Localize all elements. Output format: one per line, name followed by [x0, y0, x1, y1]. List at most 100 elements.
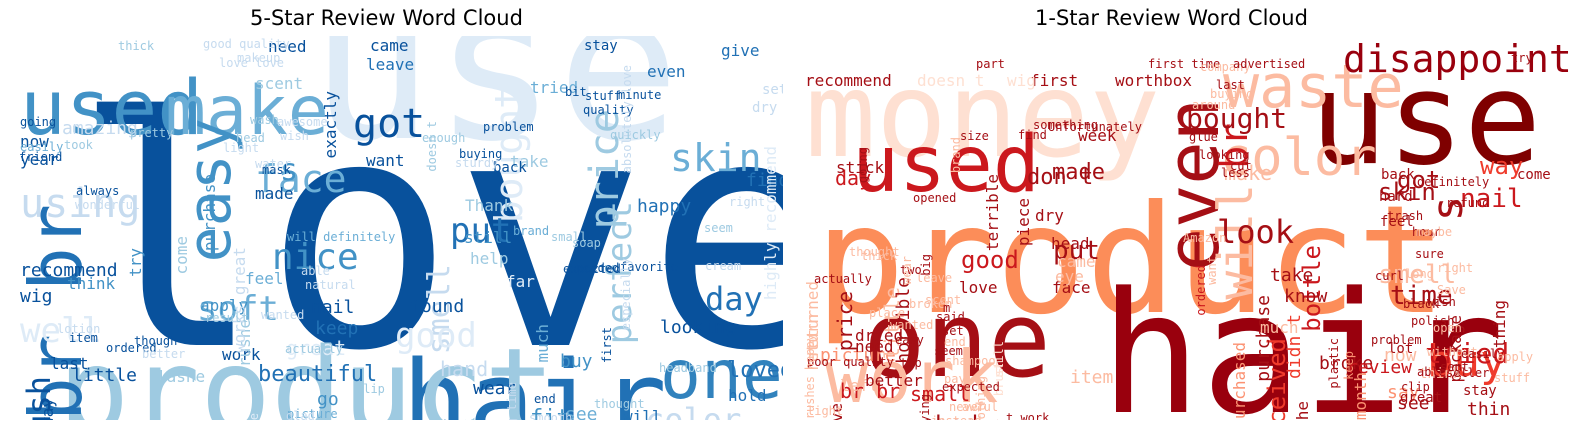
- cloud-word: problem: [483, 120, 534, 134]
- cloud-word: recommend: [805, 71, 892, 90]
- cloud-word: end: [534, 392, 556, 406]
- cloud-word: great: [1400, 390, 1443, 406]
- cloud-word: stay: [1463, 383, 1497, 399]
- cloud-word: especially: [619, 258, 633, 331]
- cloud-word: bought: [1186, 102, 1288, 135]
- cloud-word: got: [1397, 166, 1441, 194]
- cloud-word: much: [533, 324, 552, 363]
- cloud-word: put: [450, 211, 512, 251]
- cloud-word: doesn t: [425, 121, 439, 172]
- cloud-word: without: [1427, 345, 1478, 359]
- cloud-word: lashe: [1293, 401, 1312, 420]
- cloud-word: glad: [286, 409, 315, 420]
- cloud-word: wish: [1427, 295, 1456, 309]
- cloud-word: price: [833, 291, 857, 352]
- cloud-word: polish: [1411, 314, 1455, 328]
- cloud-word: pretty: [130, 126, 174, 140]
- cloud-word: take: [1270, 265, 1314, 286]
- cloud-word: right: [1437, 261, 1474, 275]
- cloud-word: problem: [1371, 333, 1422, 347]
- cloud-word: open: [1433, 321, 1462, 335]
- cloud-word: quality: [583, 103, 634, 117]
- cloud-word: beautiful: [258, 362, 378, 387]
- cloud-word: make: [1224, 161, 1273, 185]
- cloud-word: smell: [1378, 260, 1457, 290]
- cloud-word: happy: [637, 196, 692, 217]
- cloud-word: made: [1052, 160, 1105, 185]
- cloud-word: s: [280, 153, 299, 188]
- cloud-word: thought: [849, 245, 900, 259]
- cloud-word: right: [729, 195, 766, 209]
- cloud-word: way: [1480, 152, 1524, 180]
- cloud-word: recommend: [20, 260, 118, 281]
- cloud-word: love: [72, 50, 783, 420]
- cloud-word: hair: [1100, 256, 1505, 420]
- cloud-word: first time: [1148, 57, 1221, 71]
- cloud-word: pay: [944, 372, 966, 386]
- cloud-word: brand: [513, 224, 550, 238]
- cloud-word: broken: [909, 297, 953, 311]
- cloud-word: find: [1018, 128, 1047, 142]
- cloud-word: able: [301, 264, 330, 278]
- cloud-word: dry: [752, 100, 778, 116]
- cloud-word: end: [944, 335, 966, 349]
- cloud-word: t work: [1006, 411, 1050, 420]
- cloud-word: wear: [900, 256, 914, 285]
- cloud-word: money: [805, 46, 1161, 184]
- cloud-word: definitely: [1417, 175, 1490, 189]
- cloud-word: product: [815, 174, 1448, 348]
- cloud-word: needed: [576, 261, 620, 275]
- cloud-word: advertised: [1233, 57, 1306, 71]
- cloud-word: instead: [931, 415, 982, 420]
- cloud-word: works great: [230, 247, 249, 353]
- cloud-word: lot: [1388, 341, 1414, 357]
- cloud-word: eye: [1055, 267, 1084, 286]
- cloud-word: make: [165, 72, 329, 151]
- cloud-word: broke: [1319, 353, 1374, 374]
- cloud-word: result: [205, 311, 249, 325]
- cloud-word: left: [840, 376, 879, 395]
- cloud-word: good: [395, 316, 477, 356]
- cloud-word: apply: [1497, 350, 1534, 364]
- cloud-word: actually: [285, 342, 343, 356]
- cloud-word: day: [705, 280, 763, 318]
- cloud-word: wash: [250, 113, 279, 127]
- cloud-word: loved: [727, 358, 783, 383]
- cloud-word: back: [493, 160, 527, 176]
- cloud-word: actually: [814, 272, 872, 286]
- cloud-word: absolutely love: [620, 65, 634, 174]
- cloud-word: use: [1310, 45, 1542, 194]
- cloud-word: set: [762, 82, 783, 98]
- cloud-word: using: [20, 181, 141, 227]
- cloud-word: stuff: [585, 89, 622, 103]
- cloud-word: quickly: [610, 128, 661, 142]
- cloud-word: wig: [1007, 71, 1036, 90]
- cloud-word: Unfortunately: [1048, 120, 1142, 134]
- cloud-word: one: [660, 336, 783, 415]
- cloud-word: item: [69, 331, 98, 345]
- cloud-word: nail: [1460, 184, 1523, 214]
- cloud-word: opened: [913, 191, 957, 205]
- cloud-word: light: [807, 404, 844, 418]
- cloud-word: expected: [942, 380, 1000, 394]
- cloud-word: going: [20, 115, 57, 129]
- cloud-word: cream: [705, 259, 742, 273]
- cloud-word: ordered: [106, 341, 157, 355]
- cloud-word: favorite: [620, 260, 678, 274]
- cloud-word: stay: [584, 38, 618, 54]
- cloud-word: say: [1387, 382, 1420, 403]
- cloud-word: set: [942, 324, 964, 338]
- cloud-word: plastic: [1327, 338, 1341, 389]
- cloud-word: item: [1070, 367, 1114, 388]
- cloud-word: still: [464, 228, 513, 247]
- cloud-word: well: [20, 311, 102, 351]
- cloud-word: product: [58, 322, 556, 420]
- cloud-word: waste: [1223, 52, 1404, 122]
- cloud-word: buy: [1427, 336, 1507, 387]
- cloud-word: Amazon: [1183, 231, 1227, 245]
- cloud-word: wanted: [890, 318, 934, 332]
- cloud-word: trash: [1387, 209, 1424, 223]
- cloud-word: back: [1381, 167, 1415, 183]
- cloud-word: awesome: [277, 115, 328, 129]
- cloud-word: doesn t: [917, 71, 985, 90]
